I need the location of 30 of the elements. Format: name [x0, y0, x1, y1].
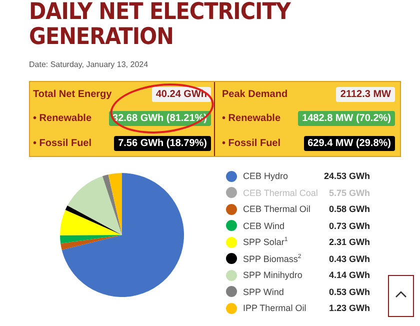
legend-label: IPP Thermal Oil — [243, 303, 308, 314]
text: • Fossil Fuel — [214, 131, 286, 156]
text: • Renewable — [32, 113, 92, 124]
text: Total Net Energy — [32, 88, 112, 100]
legend-label: CEB Thermal Coal — [243, 188, 319, 198]
legend-label: SPP Wind — [243, 286, 285, 297]
legend-label: SPP Solar$^{1}$ — [243, 237, 289, 248]
data-label: 0.73 GWh — [328, 220, 370, 231]
legend-label: SPP Minihydro — [243, 270, 304, 280]
data-label: 0.58 GWh — [328, 204, 370, 214]
data-label: 24.53 GWh — [324, 171, 370, 182]
text: • Renewable — [214, 106, 286, 131]
text: 629.4 MW (29.8%) — [304, 136, 395, 151]
data-label: 4.14 GWh — [328, 270, 370, 280]
legend-label: CEB Thermal Oil — [243, 204, 312, 214]
text: 7.56 GWh (18.79%) — [114, 136, 211, 151]
data-label: 0.53 GWh — [328, 286, 370, 297]
legend-label: CEB Hydro — [243, 171, 290, 182]
text: 2112.3 MW — [336, 86, 395, 102]
data-label: 0.43 GWh — [328, 254, 370, 264]
data-label: 2.31 GWh — [328, 237, 370, 248]
text: • Fossil Fuel — [32, 138, 92, 149]
text: 5.75 GWh — [328, 188, 370, 198]
chart-title: DAILY NET ELECTRICITY GENERATION — [29, 0, 292, 50]
chart-subtitle: Date: Saturday, January 13, 2024 — [29, 60, 148, 69]
text: 1482.8 MW (70.2%) — [298, 111, 395, 126]
data-label: 1.23 GWh — [328, 303, 370, 314]
legend-label: SPP Biomass$^{2}$ — [243, 254, 302, 264]
text: Peak Demand — [214, 82, 288, 106]
legend-label: CEB Wind — [243, 220, 286, 231]
